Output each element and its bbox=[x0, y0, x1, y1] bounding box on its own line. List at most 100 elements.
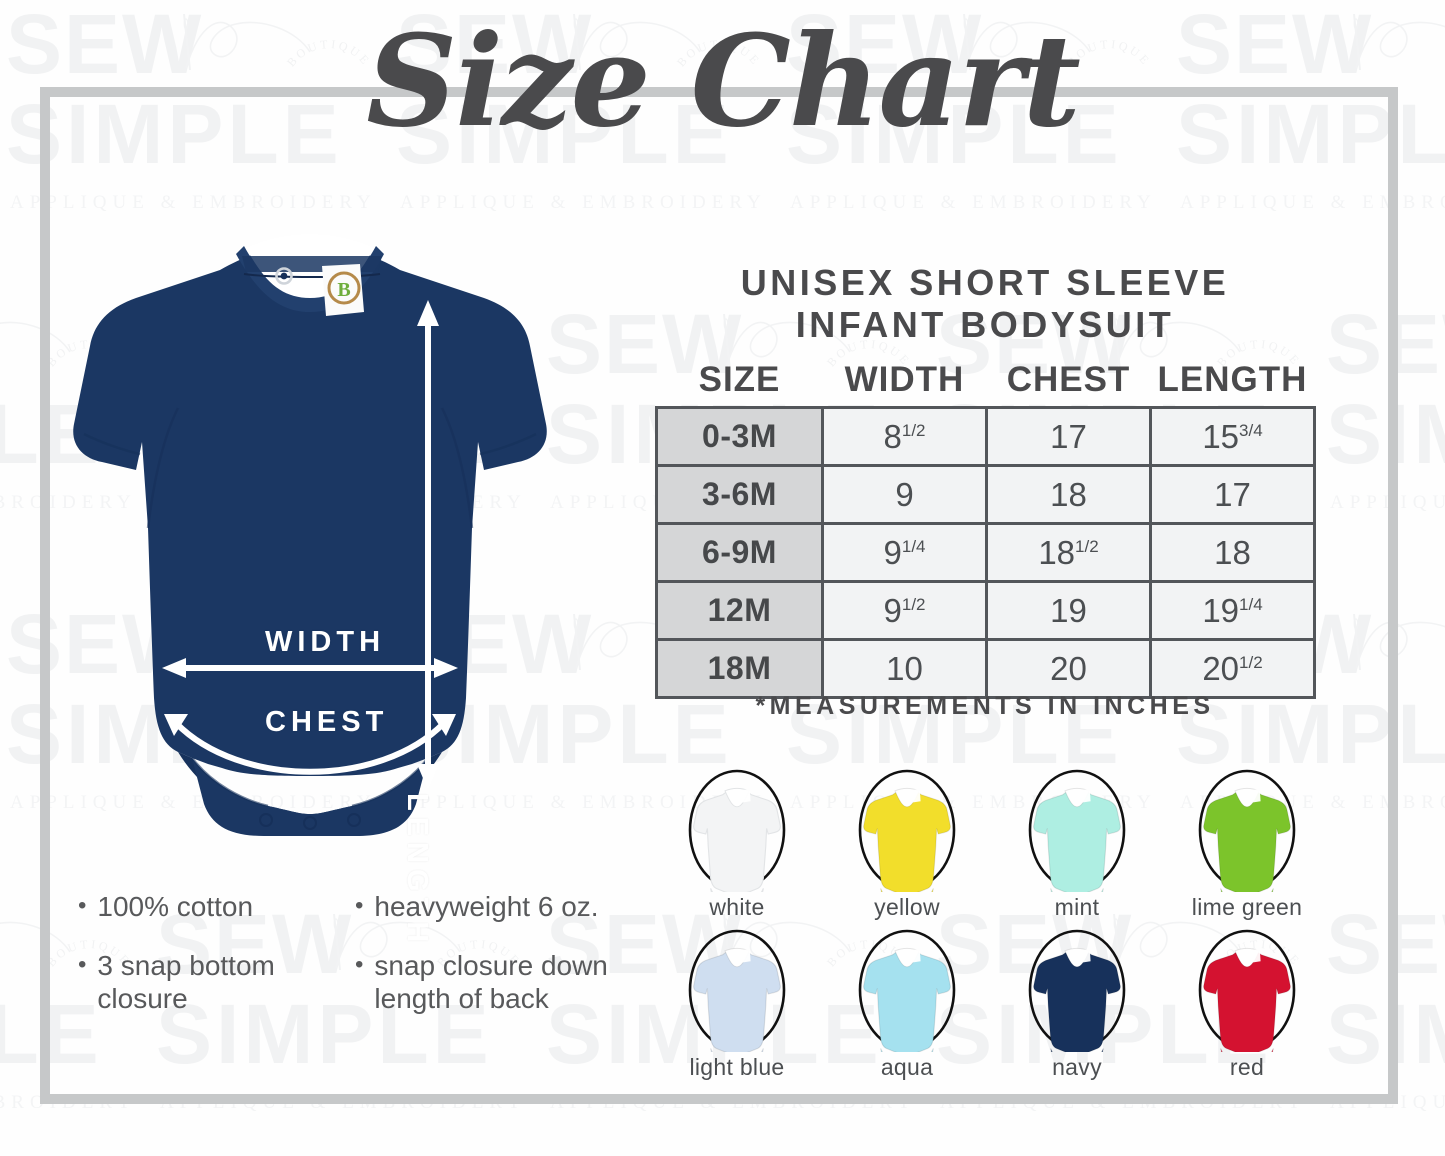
list-item: • snap closure down length of back bbox=[355, 949, 610, 1015]
list-item: • heavyweight 6 oz. bbox=[355, 890, 610, 923]
swatch-oval bbox=[675, 928, 799, 1072]
feature-text: 3 snap bottom closure bbox=[97, 950, 275, 1015]
cell-width: 81/2 bbox=[821, 406, 988, 467]
page-title: Size Chart bbox=[366, 7, 1081, 155]
column-header-length: LENGTH bbox=[1157, 360, 1308, 399]
neck-tag bbox=[910, 949, 921, 963]
length-arrow bbox=[417, 300, 439, 790]
panel-heading-line2: INFANT BODYSUIT bbox=[795, 304, 1175, 346]
cell-length: 18 bbox=[1149, 522, 1316, 583]
color-swatch-yellow[interactable]: yellow bbox=[822, 768, 992, 928]
swatch-label: red bbox=[1229, 1054, 1265, 1080]
width-label: WIDTH bbox=[265, 626, 386, 658]
cell-length: 17 bbox=[1149, 464, 1316, 525]
column-header-width: WIDTH bbox=[844, 360, 965, 399]
svg-text:B: B bbox=[337, 279, 350, 301]
cell-chest: 17 bbox=[985, 406, 1152, 467]
color-swatch-mint[interactable]: mint bbox=[992, 768, 1162, 928]
cell-width: 9 bbox=[821, 464, 988, 525]
swatch-oval bbox=[1185, 928, 1309, 1072]
features-column-left: • 100% cotton • 3 snap bottom closure bbox=[78, 890, 333, 1041]
chest-label: CHEST bbox=[265, 706, 389, 738]
swatch-label: lime green bbox=[1191, 894, 1303, 920]
cell-chest: 181/2 bbox=[985, 522, 1152, 583]
swatch-oval bbox=[845, 768, 969, 912]
bodysuit-shape bbox=[1033, 788, 1121, 895]
color-swatch-white[interactable]: white bbox=[652, 768, 822, 928]
column-header-chest: CHEST bbox=[1006, 360, 1131, 399]
cell-length: 191/4 bbox=[1149, 580, 1316, 641]
list-item: • 3 snap bottom closure bbox=[78, 949, 333, 1015]
chest-arrow bbox=[164, 714, 456, 775]
swatch-label: yellow bbox=[874, 894, 940, 920]
table-row: 0-3M 81/2 17 153/4 bbox=[655, 406, 1316, 467]
bodysuit-shape bbox=[693, 788, 781, 895]
neck-tag bbox=[910, 789, 921, 803]
cell-size: 0-3M bbox=[655, 406, 824, 467]
cell-chest: 18 bbox=[985, 464, 1152, 525]
cell-size: 3-6M bbox=[655, 464, 824, 525]
fraction: 3/4 bbox=[1239, 420, 1263, 440]
color-swatch-lime-green[interactable]: lime green bbox=[1162, 768, 1332, 928]
swatch-oval bbox=[675, 768, 799, 912]
table-row: 12M 91/2 19 191/4 bbox=[655, 580, 1316, 641]
color-swatch-light-blue[interactable]: light blue bbox=[652, 928, 822, 1088]
feature-text: 100% cotton bbox=[97, 891, 254, 922]
swatch-label: navy bbox=[1052, 1054, 1102, 1080]
fraction: 1/2 bbox=[901, 594, 926, 614]
fraction: 1/4 bbox=[901, 536, 926, 556]
cell-width: 91/2 bbox=[821, 580, 988, 641]
fraction: 1/4 bbox=[1239, 594, 1263, 614]
cell-length: 201/2 bbox=[1149, 638, 1316, 699]
bullet-icon: • bbox=[78, 951, 87, 979]
cell-size: 6-9M bbox=[655, 522, 824, 583]
cell-length: 153/4 bbox=[1149, 406, 1316, 467]
table-row: 18M 10 20 201/2 bbox=[655, 638, 1316, 699]
bullet-icon: • bbox=[355, 892, 364, 919]
swatch-label: aqua bbox=[880, 1054, 934, 1080]
cell-width: 10 bbox=[821, 638, 988, 699]
swatch-label: light blue bbox=[689, 1054, 785, 1080]
color-swatch-grid: white yellow mint lime green light blue aqua n… bbox=[652, 768, 1332, 1088]
neck-tag bbox=[1080, 949, 1091, 963]
bodysuit-shape bbox=[1203, 788, 1291, 895]
color-swatch-navy[interactable]: navy bbox=[992, 928, 1162, 1088]
bodysuit-shape bbox=[1203, 948, 1291, 1055]
panel-heading: UNISEX SHORT SLEEVE INFANT BODYSUIT bbox=[655, 262, 1315, 347]
length-label: LENGTH bbox=[401, 793, 433, 949]
bodysuit-shape bbox=[863, 788, 951, 895]
feature-text: snap closure down length of back bbox=[374, 950, 608, 1015]
panel-heading-line1: UNISEX SHORT SLEEVE bbox=[740, 262, 1230, 303]
features-column-right: • heavyweight 6 oz. • snap closure down … bbox=[355, 890, 610, 1041]
fraction: 1/2 bbox=[1075, 536, 1099, 556]
swatch-oval bbox=[1015, 768, 1139, 912]
snap-closure-detail bbox=[259, 813, 361, 830]
swatch-oval bbox=[845, 928, 969, 1072]
border-frame bbox=[40, 87, 1398, 1104]
bullet-icon: • bbox=[78, 892, 87, 919]
color-swatch-aqua[interactable]: aqua bbox=[822, 928, 992, 1088]
measurement-note: *MEASUREMENTS IN INCHES bbox=[755, 692, 1215, 720]
neck-tag bbox=[1250, 789, 1261, 803]
bodysuit-shape bbox=[693, 948, 781, 1055]
garment-diagram: B bbox=[60, 228, 560, 948]
color-swatch-red[interactable]: red bbox=[1162, 928, 1332, 1088]
cell-size: 12M bbox=[655, 580, 824, 641]
fraction: 1/2 bbox=[1239, 652, 1263, 672]
cell-size: 18M bbox=[655, 638, 824, 699]
swatch-label: white bbox=[709, 894, 765, 920]
cell-chest: 19 bbox=[985, 580, 1152, 641]
swatch-label: mint bbox=[1054, 894, 1100, 920]
bodysuit-shape bbox=[1033, 948, 1121, 1055]
column-header-size: SIZE bbox=[698, 360, 781, 399]
size-chart-table: SIZE WIDTH CHEST LENGTH 0-3M 81/2 17 153/4 3… bbox=[655, 360, 1316, 699]
width-arrow bbox=[162, 658, 458, 678]
neck-tag bbox=[740, 789, 751, 803]
list-item: • 100% cotton bbox=[78, 890, 333, 923]
table-row: 3-6M 9 18 17 bbox=[655, 464, 1316, 525]
fraction: 1/2 bbox=[901, 420, 926, 440]
cell-width: 91/4 bbox=[821, 522, 988, 583]
neck-tag bbox=[740, 949, 751, 963]
table-row: 6-9M 91/4 181/2 18 bbox=[655, 522, 1316, 583]
